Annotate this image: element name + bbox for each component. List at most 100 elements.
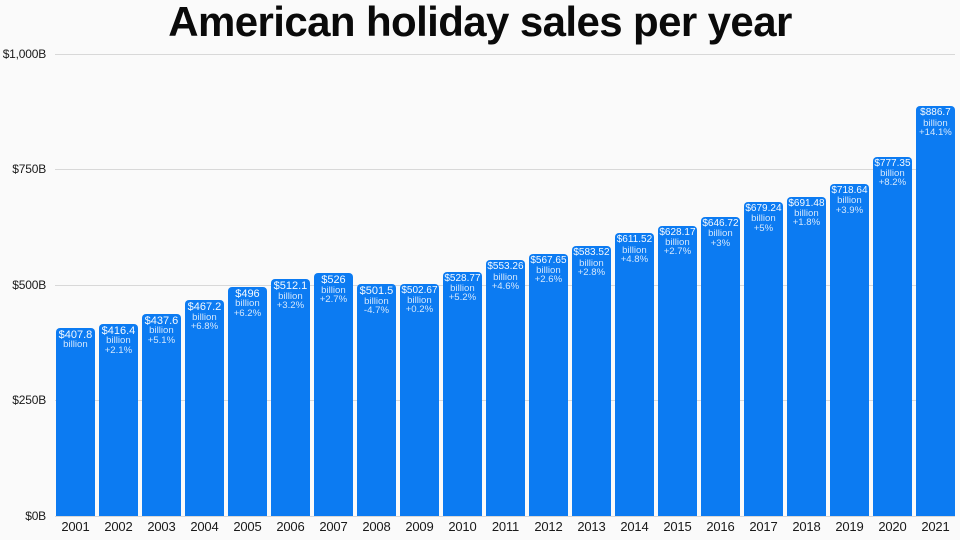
y-axis-tick-label: $0B — [25, 508, 46, 523]
bar-value-label: $718.64 billion +3.9% — [828, 184, 871, 215]
bar-label-unit: billion — [450, 282, 475, 294]
bar-value-label: $679.24 billion +5% — [742, 203, 785, 234]
bar-label-value: $407.8 — [58, 328, 93, 341]
bar-label-unit: billion — [63, 339, 88, 351]
gridline-1000 — [54, 53, 956, 55]
bar-label-value: $628.17 — [659, 226, 696, 238]
bar-label-value: $512.1 — [273, 280, 308, 293]
bar-label-unit: billion — [923, 117, 948, 129]
bar-label-change: +2.7% — [319, 293, 348, 305]
x-axis-tick-label: 2005 — [233, 519, 262, 534]
bar-label-unit: billion — [708, 228, 733, 240]
bar-2019: $718.64 billion +3.9% — [828, 183, 871, 516]
bar-label-change: +2.7% — [663, 246, 692, 258]
x-axis-tick-label: 2004 — [190, 519, 219, 534]
x-axis-tick-label: 2007 — [319, 519, 348, 534]
bar-label-change: +5.2% — [448, 292, 477, 304]
bar-2015: $628.17 billion +2.7% — [656, 225, 699, 516]
bar-label-unit: billion — [407, 294, 432, 306]
bar-label-change: +0.2% — [405, 304, 434, 316]
bar-label-change: +4.8% — [620, 254, 649, 266]
bar-value-label: $583.52 billion +2.8% — [570, 248, 613, 279]
bar-label-unit: billion — [579, 257, 604, 269]
bar-label-change: -4.7% — [363, 305, 389, 317]
bar-2008: $501.5 billion -4.7% — [355, 284, 398, 516]
bar-2011: $553.26 billion +4.6% — [484, 260, 527, 516]
bar-label-unit: billion — [837, 195, 862, 207]
bar-label-change: +8.2% — [878, 177, 907, 189]
bar-label-unit: billion — [751, 213, 776, 225]
x-axis-tick-label: 2001 — [61, 519, 90, 534]
bar-value-label: $886.7 billion +14.1% — [914, 108, 957, 138]
bar-value-label: $502.67 billion +0.2% — [398, 285, 441, 316]
bar-value-label: $553.26 billion +4.6% — [484, 261, 527, 292]
bar-label-value: $416.4 — [101, 324, 136, 337]
bar-value-label: $646.72 billion +3% — [699, 218, 742, 248]
x-axis-tick-label: 2014 — [620, 519, 649, 534]
x-axis-tick-label: 2021 — [921, 519, 950, 534]
chart-title: American holiday sales per year — [168, 0, 792, 45]
bar-2009: $502.67 billion +0.2% — [398, 283, 441, 516]
bar-label-value: $646.72 — [702, 218, 739, 230]
bar-2021: $886.7 billion +14.1% — [914, 106, 957, 516]
bar-2007: $526 billion +2.7% — [312, 272, 355, 516]
bar-label-unit: billion — [321, 284, 346, 296]
bar-label-value: $553.26 — [487, 261, 524, 273]
x-axis-tick-label: 2011 — [491, 519, 520, 534]
bar-label-unit: billion — [536, 264, 561, 276]
x-axis-tick-label: 2008 — [362, 519, 391, 534]
bar-value-label: $777.35 billion +8.2% — [871, 157, 914, 189]
bar-label-change: +3.2% — [276, 300, 305, 312]
x-axis-tick-label: 2019 — [835, 519, 864, 534]
x-axis-tick-label: 2016 — [706, 519, 735, 534]
bar-value-label: $496 billion +6.2% — [226, 287, 269, 319]
bar-label-change: +1.8% — [792, 217, 821, 229]
bar-value-label: $526 billion +2.7% — [312, 273, 355, 305]
bar-value-label: $437.6 billion +5.1% — [140, 314, 183, 346]
bar-value-label: $467.2 billion +6.8% — [183, 302, 226, 333]
bar-label-unit: billion — [665, 236, 690, 248]
bar-label-value: $496 — [235, 287, 260, 300]
y-axis-tick-label: $750B — [12, 162, 46, 176]
bar-label-change: +5% — [753, 222, 774, 234]
y-axis-tick-label: $250B — [12, 393, 46, 407]
bar-label-unit: billion — [493, 271, 518, 283]
bar-value-label: $611.52 billion +4.8% — [613, 235, 656, 266]
x-axis-tick-label: 2010 — [448, 519, 477, 534]
x-axis-tick-label: 2017 — [749, 519, 778, 534]
bar-label-unit: billion — [106, 335, 131, 347]
bar-value-label: $512.1 billion +3.2% — [269, 280, 312, 312]
bar-label-value: $437.6 — [144, 314, 179, 327]
bar-label-unit: billion — [278, 291, 303, 302]
x-axis-tick-label: 2012 — [534, 519, 563, 534]
bar-label-value: $567.65 — [530, 254, 567, 266]
bar-value-label: $628.17 billion +2.7% — [656, 226, 699, 258]
x-axis-tick-label: 2006 — [276, 519, 305, 534]
bar-2006: $512.1 billion +3.2% — [269, 279, 312, 516]
bar-2012: $567.65 billion +2.6% — [528, 253, 569, 516]
bar-label-change: +2.1% — [104, 344, 133, 356]
bar-label-change: +14.1% — [919, 126, 952, 138]
bar-2002: $416.4 billion +2.1% — [98, 323, 139, 516]
x-axis-tick-label: 2018 — [792, 519, 821, 534]
bar-2020: $777.35 billion +8.2% — [871, 156, 914, 516]
bar-label-value: $528.77 — [444, 272, 481, 284]
bar-label-value: $691.48 — [788, 197, 825, 209]
x-axis-tick-label: 2015 — [663, 519, 692, 534]
bar-label-value: $679.24 — [745, 203, 782, 215]
bar-2004: $467.2 billion +6.8% — [183, 300, 226, 516]
bar-label-unit: billion — [364, 295, 389, 307]
bar-value-label: $501.5 billion -4.7% — [355, 285, 398, 317]
bar-value-label: $691.48 billion +1.8% — [785, 197, 828, 229]
bar-label-value: $526 — [321, 273, 346, 286]
bar-label-change: +2.8% — [577, 267, 606, 279]
bar-label-value: $501.5 — [359, 285, 394, 298]
bar-label-change: +6.8% — [190, 321, 219, 333]
bar-label-value: $718.64 — [831, 184, 868, 196]
bar-label-unit: billion — [794, 207, 819, 219]
bar-label-value: $777.35 — [874, 157, 911, 169]
x-axis-tick-label: 2002 — [104, 519, 133, 534]
bar-label-change: +2.6% — [534, 274, 563, 286]
